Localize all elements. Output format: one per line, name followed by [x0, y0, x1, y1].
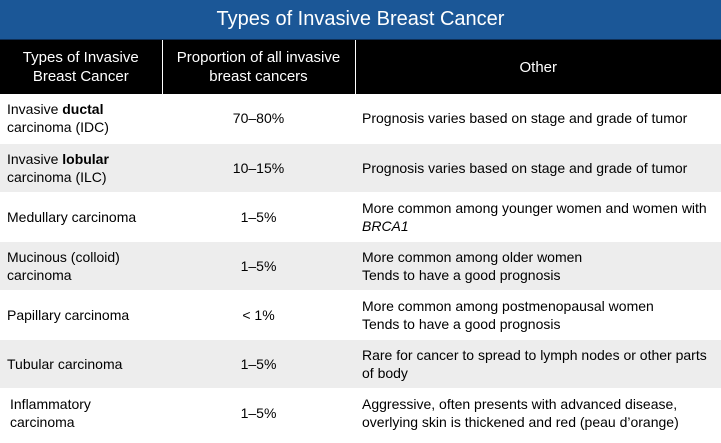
other-text: More common among younger women and wome… — [362, 199, 707, 216]
header-proportion: Proportion of all invasive breast cancer… — [161, 40, 355, 94]
cell-proportion: 70–80% — [162, 94, 355, 144]
other-line-1: More common among postmenopausal women — [362, 297, 654, 314]
other-line-1: More common among older women — [362, 248, 583, 265]
cell-other: Prognosis varies based on stage and grad… — [355, 143, 721, 193]
type-prefix: Invasive — [7, 101, 63, 118]
cell-other: Prognosis varies based on stage and grad… — [355, 94, 721, 144]
table-row-mucinous: Mucinous (colloid) carcinoma 1–5% More c… — [0, 241, 721, 291]
cell-proportion: 1–5% — [162, 339, 355, 389]
cell-type: Mucinous (colloid) carcinoma — [0, 241, 162, 291]
cell-other: More common among postmenopausal women Te… — [355, 290, 721, 340]
cell-type: Papillary carcinoma — [0, 290, 162, 340]
cell-proportion: < 1% — [162, 290, 355, 340]
other-line-2: Tends to have a good prognosis — [362, 266, 561, 283]
cell-proportion: 10–15% — [162, 143, 355, 193]
other-line-2: Tends to have a good prognosis — [362, 315, 561, 332]
cell-other: More common among older women Tends to ha… — [355, 241, 721, 291]
other-italic-gene: BRCA1 — [362, 217, 409, 234]
table-row-tubular: Tubular carcinoma 1–5% Rare for cancer t… — [0, 339, 721, 389]
type-prefix: Invasive — [7, 150, 63, 167]
cancer-types-table: Types of Invasive Breast Cancer Proporti… — [0, 40, 721, 438]
cell-type: Invasive ductal carcinoma (IDC) — [0, 94, 162, 144]
cell-type: Tubular carcinoma — [0, 339, 162, 389]
cell-other: More common among younger women and wome… — [355, 192, 721, 242]
table-row-ilc: Invasive lobular carcinoma (ILC) 10–15% P… — [0, 143, 721, 193]
cell-other: Rare for cancer to spread to lymph nodes… — [355, 339, 721, 389]
header-other: Other — [354, 40, 721, 94]
cell-type: Inflammatory carcinoma — [0, 388, 162, 438]
type-suffix: carcinoma (ILC) — [7, 168, 107, 185]
type-suffix: carcinoma (IDC) — [7, 119, 109, 136]
table-row-inflammatory: Inflammatory carcinoma 1–5% Aggressive, … — [0, 388, 721, 438]
table-row-idc: Invasive ductal carcinoma (IDC) 70–80% Pr… — [0, 94, 721, 144]
type-bold: lobular — [62, 150, 109, 167]
header-type: Types of Invasive Breast Cancer — [0, 40, 162, 94]
table-header-row: Types of Invasive Breast Cancer Proporti… — [0, 40, 721, 94]
slide-title: Types of Invasive Breast Cancer — [0, 0, 721, 40]
cell-proportion: 1–5% — [162, 241, 355, 291]
slide-title-text: Types of Invasive Breast Cancer — [216, 8, 505, 30]
cell-proportion: 1–5% — [162, 192, 355, 242]
table-row-medullary: Medullary carcinoma 1–5% More common amo… — [0, 192, 721, 242]
cell-type: Invasive lobular carcinoma (ILC) — [0, 143, 162, 193]
cell-proportion: 1–5% — [162, 388, 355, 438]
type-bold: ductal — [62, 101, 104, 118]
table-row-papillary: Papillary carcinoma < 1% More common amo… — [0, 290, 721, 340]
cell-type: Medullary carcinoma — [0, 192, 162, 242]
cell-other: Aggressive, often presents with advanced… — [355, 388, 721, 438]
